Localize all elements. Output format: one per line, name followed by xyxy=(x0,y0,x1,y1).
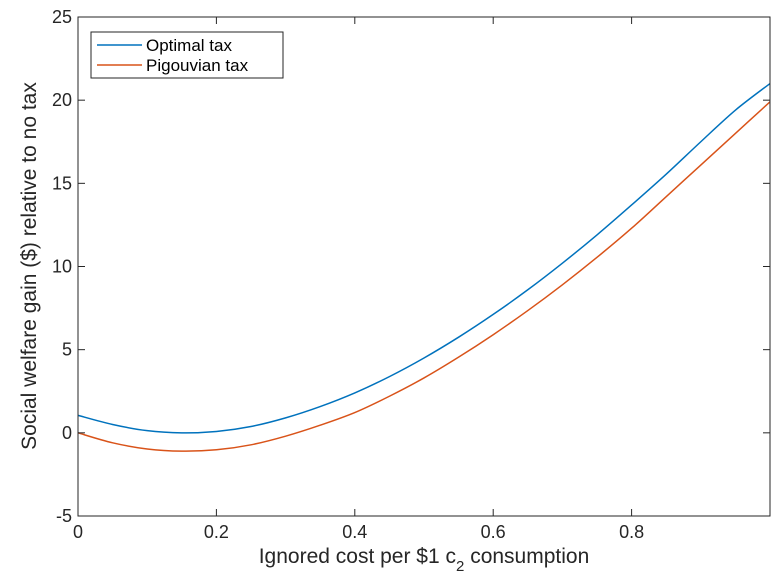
y-tick-label: -5 xyxy=(56,506,72,526)
x-axis-label: Ignored cost per $1 c2 consumption xyxy=(259,545,590,575)
x-axis-label-subscript: 2 xyxy=(456,558,464,575)
legend: Optimal tax Pigouvian tax xyxy=(90,31,284,79)
y-tick-label: 15 xyxy=(52,173,72,193)
x-tick-label: 0.8 xyxy=(619,522,644,542)
y-tick-label: 20 xyxy=(52,90,72,110)
x-tick-label: 0.2 xyxy=(204,522,229,542)
y-axis-label: Social welfare gain ($) relative to no t… xyxy=(18,82,41,450)
series-line-pigouvian-tax xyxy=(77,101,771,452)
x-axis: 0 0.2 0.4 0.6 0.8 xyxy=(73,17,771,542)
plot-area xyxy=(78,17,770,516)
legend-label-pigouvian: Pigouvian tax xyxy=(146,56,249,75)
x-tick-label: 0.4 xyxy=(342,522,367,542)
series-lines xyxy=(77,82,771,452)
x-axis-label-suffix: consumption xyxy=(464,545,589,568)
y-tick-label: 10 xyxy=(52,257,72,277)
y-tick-label: 0 xyxy=(62,423,72,443)
legend-label-optimal: Optimal tax xyxy=(146,36,232,55)
x-tick-label: 0.6 xyxy=(481,522,506,542)
y-tick-label: 5 xyxy=(62,340,72,360)
y-axis: -5 0 5 10 15 20 25 xyxy=(52,7,770,526)
y-tick-label: 25 xyxy=(52,7,72,27)
x-axis-label-main: Ignored cost per $1 c xyxy=(259,545,456,568)
legend-box xyxy=(90,31,284,79)
series-line-optimal-tax xyxy=(77,82,771,434)
x-tick-label: 0 xyxy=(73,522,83,542)
